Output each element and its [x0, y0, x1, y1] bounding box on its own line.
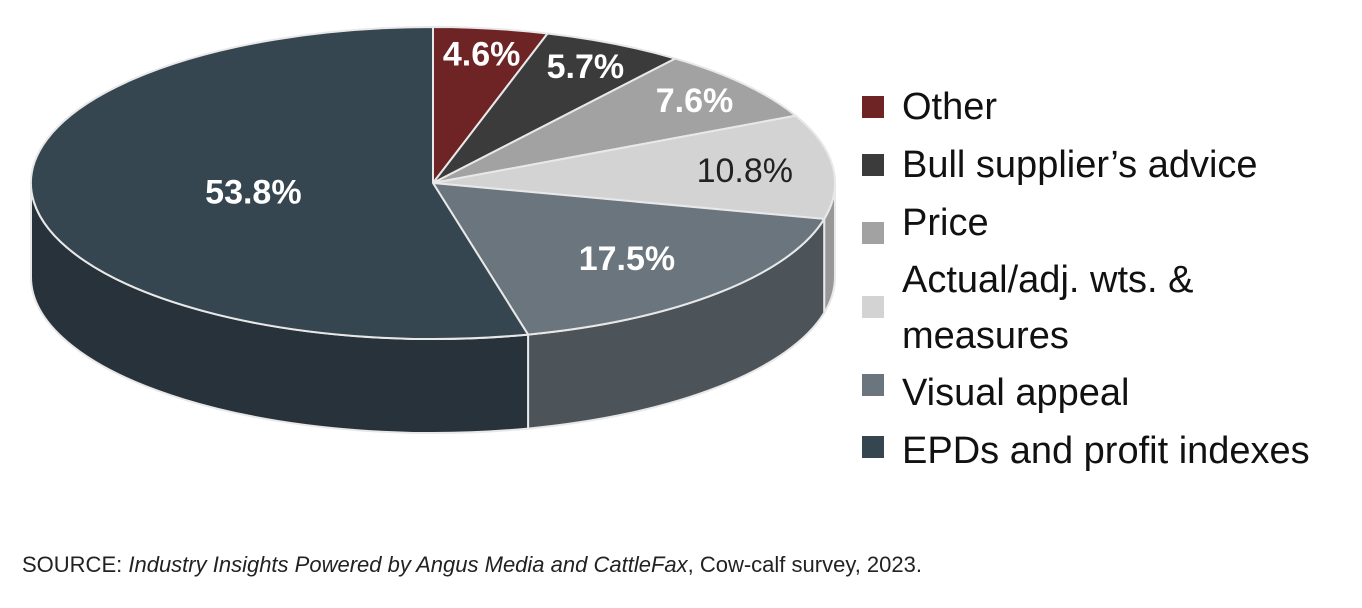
legend-item-price: Price [860, 194, 1350, 252]
pie-label-0: 4.6% [443, 35, 521, 73]
pie-slice-1 [432, 32, 679, 184]
legend-swatch [862, 436, 884, 458]
legend-swatch [862, 296, 884, 318]
legend-label: Price [902, 202, 989, 244]
pie-label-4: 17.5% [579, 240, 675, 278]
pie-slices [29, 25, 836, 340]
source-suffix: , Cow-calf survey, 2023. [687, 552, 922, 577]
pie-chart: 4.6% 5.7% 7.6% 10.8% 17.5% 53.8% [29, 25, 836, 434]
pie-label-3: 10.8% [697, 152, 793, 190]
legend: Other Bull supplier’s advice Price Actua… [860, 78, 1350, 480]
legend-swatch [862, 154, 884, 176]
legend-swatch [862, 374, 884, 396]
pie-slice-5 [29, 25, 530, 340]
legend-swatch [862, 96, 884, 118]
pie-label-5: 53.8% [205, 173, 301, 211]
pie-slice-3 [432, 114, 836, 220]
legend-item-epds: EPDs and profit indexes [860, 422, 1350, 480]
legend-label: Other [902, 86, 998, 128]
source-note: SOURCE: Industry Insights Powered by Ang… [22, 552, 922, 578]
pie-label-2: 7.6% [656, 82, 734, 120]
legend-label: Visual appeal [902, 372, 1130, 414]
pie-label-1: 5.7% [547, 48, 625, 86]
legend-label: Bull supplier’s advice [902, 144, 1258, 186]
source-prefix: SOURCE: [22, 552, 129, 577]
source-title: Industry Insights Powered by Angus Media… [128, 552, 688, 577]
legend-item-bull-supplier: Bull supplier’s advice [860, 136, 1350, 194]
legend-item-other: Other [860, 78, 1350, 136]
pie-data-labels: 4.6% 5.7% 7.6% 10.8% 17.5% 53.8% [205, 35, 793, 277]
legend-label: EPDs and profit indexes [902, 430, 1310, 472]
legend-label: Actual/adj. wts. & measures [902, 259, 1194, 357]
legend-item-visual-appeal: Visual appeal [860, 364, 1350, 422]
legend-swatch [862, 222, 884, 244]
pie-slice-2 [432, 57, 798, 184]
pie-slice-4 [431, 181, 826, 336]
legend-item-actual-weights: Actual/adj. wts. & measures [860, 252, 1350, 364]
